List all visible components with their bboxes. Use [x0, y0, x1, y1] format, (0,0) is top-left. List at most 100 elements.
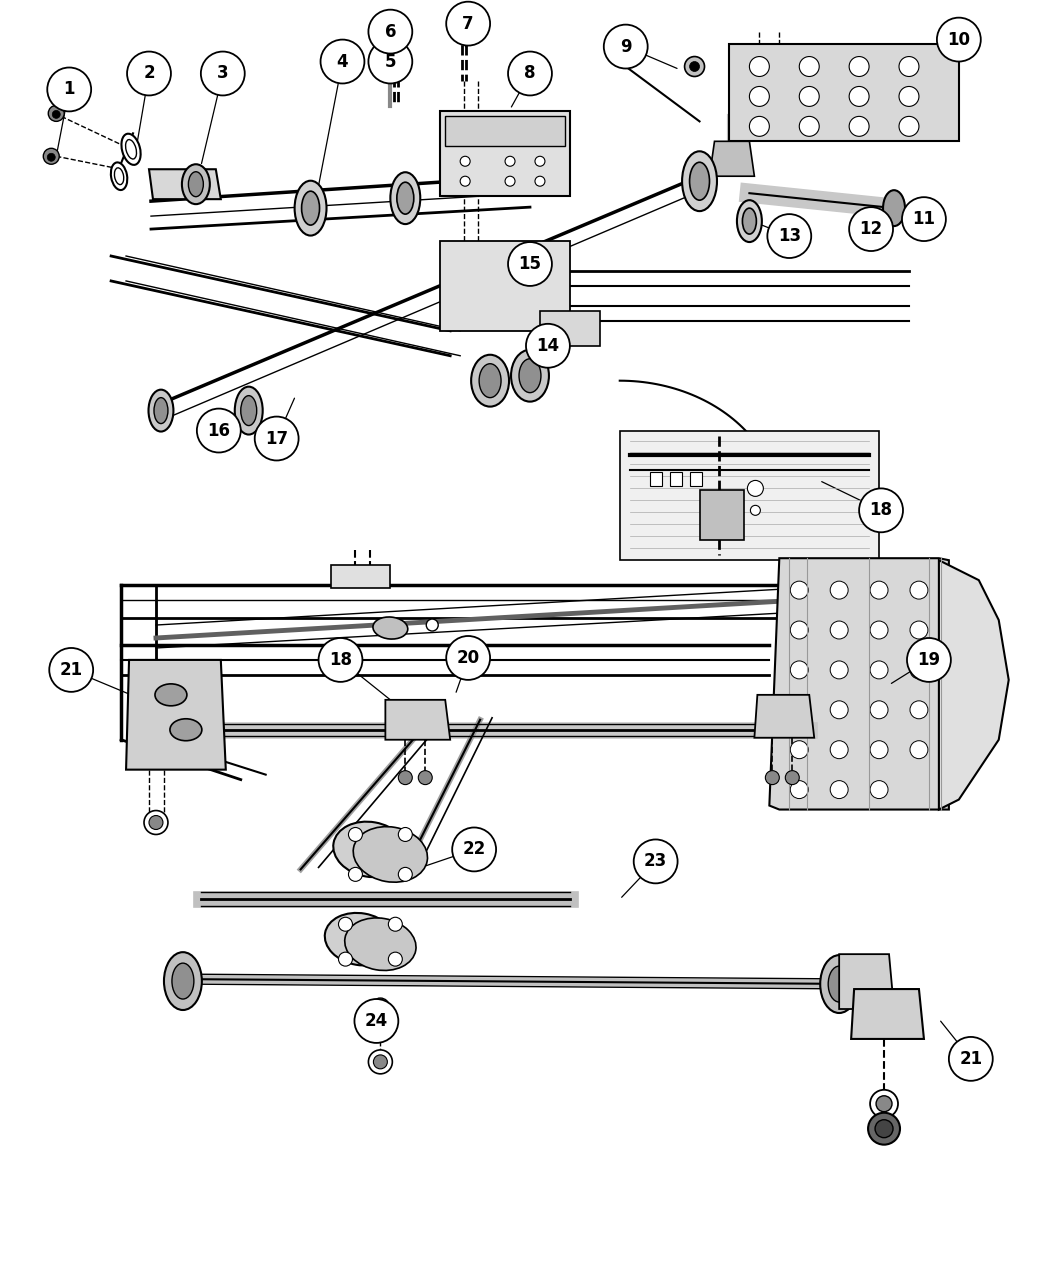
Text: 15: 15: [519, 255, 542, 272]
Text: 4: 4: [336, 52, 348, 70]
Circle shape: [749, 87, 769, 107]
Circle shape: [830, 780, 848, 798]
Ellipse shape: [742, 209, 757, 234]
Circle shape: [902, 197, 946, 241]
Text: 8: 8: [524, 65, 536, 83]
Circle shape: [907, 638, 951, 682]
Circle shape: [321, 39, 365, 84]
Circle shape: [48, 106, 64, 121]
Ellipse shape: [821, 955, 858, 1013]
Polygon shape: [839, 955, 894, 1009]
Polygon shape: [769, 558, 948, 810]
Circle shape: [339, 952, 352, 966]
Circle shape: [418, 770, 432, 784]
Ellipse shape: [519, 359, 541, 392]
Circle shape: [690, 61, 699, 71]
Circle shape: [910, 661, 927, 679]
Polygon shape: [755, 695, 814, 738]
Circle shape: [800, 116, 820, 136]
Ellipse shape: [155, 684, 187, 705]
Polygon shape: [445, 116, 565, 146]
Circle shape: [790, 582, 808, 600]
Circle shape: [460, 157, 471, 167]
Circle shape: [849, 116, 869, 136]
Ellipse shape: [170, 719, 202, 741]
Circle shape: [197, 409, 241, 452]
Ellipse shape: [302, 191, 320, 225]
Circle shape: [859, 489, 903, 532]
Circle shape: [349, 867, 363, 881]
Text: 11: 11: [913, 210, 936, 228]
Polygon shape: [851, 989, 924, 1039]
Ellipse shape: [883, 190, 905, 227]
Circle shape: [910, 621, 927, 639]
Ellipse shape: [690, 162, 709, 200]
Circle shape: [830, 661, 848, 679]
Circle shape: [446, 1, 490, 46]
Circle shape: [830, 582, 848, 600]
Circle shape: [604, 24, 648, 69]
Text: 16: 16: [208, 421, 231, 439]
Circle shape: [339, 918, 352, 932]
Circle shape: [790, 701, 808, 719]
Circle shape: [369, 39, 412, 84]
Circle shape: [870, 621, 888, 639]
Circle shape: [870, 661, 888, 679]
Polygon shape: [699, 490, 744, 540]
Circle shape: [349, 827, 363, 841]
Text: 17: 17: [265, 429, 288, 448]
Circle shape: [371, 998, 390, 1016]
Circle shape: [534, 176, 545, 186]
Circle shape: [452, 827, 496, 872]
Circle shape: [870, 741, 888, 759]
Circle shape: [201, 51, 245, 95]
Circle shape: [910, 741, 927, 759]
Circle shape: [389, 952, 402, 966]
Circle shape: [389, 918, 402, 932]
Circle shape: [460, 176, 471, 186]
Circle shape: [144, 811, 168, 835]
Circle shape: [369, 1050, 392, 1074]
Text: 12: 12: [859, 220, 882, 238]
Ellipse shape: [182, 164, 210, 204]
Ellipse shape: [472, 355, 509, 406]
Polygon shape: [330, 565, 390, 588]
Circle shape: [398, 827, 412, 841]
Ellipse shape: [353, 826, 428, 882]
Text: 21: 21: [959, 1050, 982, 1068]
Circle shape: [505, 176, 515, 186]
Circle shape: [49, 648, 93, 691]
Circle shape: [747, 480, 763, 496]
Polygon shape: [386, 700, 451, 740]
Circle shape: [127, 51, 171, 95]
Circle shape: [910, 701, 927, 719]
Circle shape: [785, 770, 800, 784]
Circle shape: [790, 661, 808, 679]
Circle shape: [790, 780, 808, 798]
Circle shape: [750, 505, 761, 516]
Circle shape: [870, 701, 888, 719]
Circle shape: [398, 770, 412, 784]
Polygon shape: [619, 430, 879, 560]
Polygon shape: [690, 472, 701, 486]
Ellipse shape: [325, 913, 396, 965]
Text: 21: 21: [60, 661, 83, 679]
Circle shape: [354, 999, 398, 1043]
Circle shape: [52, 111, 60, 118]
Circle shape: [749, 116, 769, 136]
Text: 22: 22: [462, 840, 486, 858]
Text: 2: 2: [144, 65, 155, 83]
Circle shape: [800, 87, 820, 107]
Ellipse shape: [390, 172, 420, 224]
Circle shape: [876, 1096, 892, 1111]
Ellipse shape: [345, 918, 416, 970]
Text: 9: 9: [620, 38, 632, 56]
Ellipse shape: [189, 172, 203, 196]
Circle shape: [899, 87, 919, 107]
Circle shape: [508, 242, 552, 286]
Polygon shape: [650, 472, 661, 486]
Circle shape: [684, 56, 704, 76]
Circle shape: [398, 867, 412, 881]
Text: 7: 7: [462, 14, 474, 33]
Circle shape: [505, 157, 515, 167]
